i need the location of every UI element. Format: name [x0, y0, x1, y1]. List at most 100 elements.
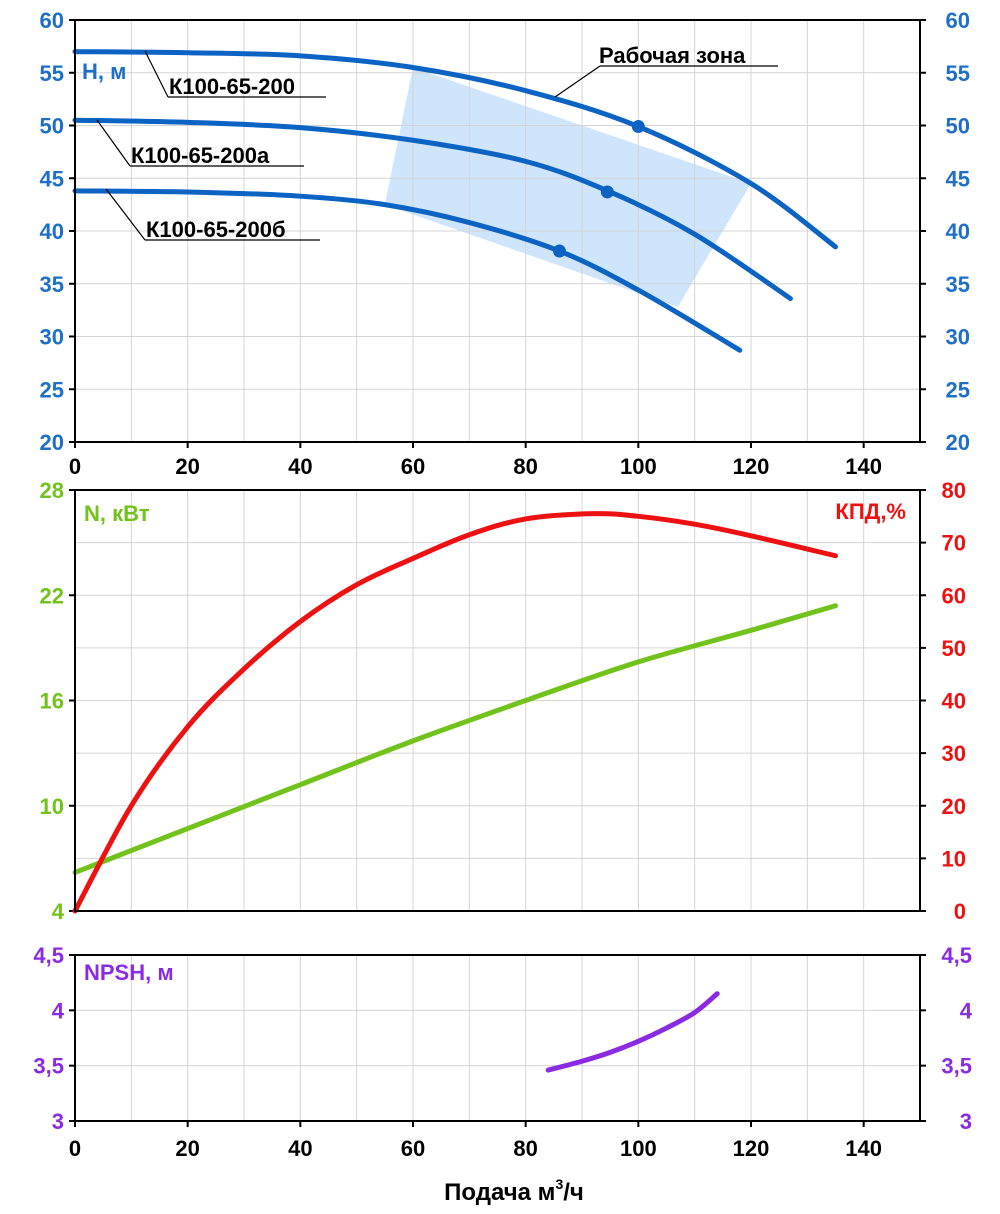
- y-tick-label: 60: [40, 8, 64, 33]
- y-tick-label: 20: [946, 430, 970, 455]
- x-tick-label: 80: [513, 454, 537, 479]
- y-tick-label: 60: [946, 8, 970, 33]
- y-tick-label: 3: [960, 1109, 972, 1134]
- y-tick-label: 50: [942, 636, 966, 661]
- head-left-tick-labels: 20 25 30 35 40 45 50 55 60: [40, 8, 64, 455]
- x-tick-label: 0: [69, 1136, 81, 1161]
- x-tick-label: 80: [513, 1136, 537, 1161]
- npsh-gridlines: [69, 954, 926, 1127]
- y-tick-label: 50: [40, 114, 64, 139]
- working-zone-annotation: Рабочая зона: [554, 43, 778, 98]
- y-tick-label: 4: [960, 998, 973, 1023]
- y-tick-label: 22: [40, 583, 64, 608]
- series-annotation-k100-65-200b: К100-65-200б: [105, 188, 320, 242]
- head-curve-line: [72, 117, 793, 302]
- efficiency-curve-line: [72, 511, 838, 914]
- y-tick-label: 45: [946, 166, 970, 191]
- head-curve-line: [72, 188, 743, 353]
- y-tick-label: 40: [40, 219, 64, 244]
- x-tick-label: 20: [175, 1136, 199, 1161]
- y-tick-label: 35: [40, 272, 64, 297]
- y-tick-label: 20: [40, 430, 64, 455]
- y-tick-label: 40: [946, 219, 970, 244]
- power-axis-label: N, кВт: [84, 501, 150, 526]
- power-curve-line: [72, 603, 838, 875]
- head-x-tick-labels: 0 20 40 60 80 100 120 140: [69, 454, 882, 479]
- power-efficiency-gridlines: [69, 489, 926, 912]
- power-tick-labels: 4 10 16 22 28: [40, 478, 65, 924]
- y-tick-label: 0: [954, 899, 966, 924]
- efficiency-axis-label: КПД,%: [835, 499, 906, 524]
- head-curve-markers: [552, 120, 645, 258]
- y-tick-label: 45: [40, 166, 64, 191]
- efficiency-tick-labels: 0 10 20 30 40 50 60 70 80: [942, 478, 966, 924]
- series-label-k100-65-200: К100-65-200: [169, 74, 295, 99]
- y-tick-label: 10: [942, 846, 966, 871]
- operating-point-marker: [631, 120, 645, 134]
- series-annotation-k100-65-200: К100-65-200: [144, 50, 326, 99]
- npsh-panel-frame: [74, 954, 921, 1122]
- y-tick-label: 30: [40, 325, 64, 350]
- x-tick-label: 40: [288, 454, 312, 479]
- head-panel-frame: [74, 19, 921, 443]
- y-tick-label: 28: [40, 478, 64, 503]
- x-tick-label: 140: [845, 454, 882, 479]
- power-efficiency-panel-frame: [74, 489, 921, 912]
- npsh-panel: 3 3,5 4 4,5 3 3,5 4 4,5 0 20 40 60 80 100 120 140 NPS…: [33, 943, 972, 1206]
- y-tick-label: 25: [40, 377, 64, 402]
- series-annotation-k100-65-200a: К100-65-200а: [96, 119, 304, 168]
- working-zone-area: [384, 67, 751, 307]
- x-tick-label: 100: [620, 454, 657, 479]
- y-tick-label: 80: [942, 478, 966, 503]
- working-zone-leader: [554, 65, 601, 98]
- series-label-k100-65-200a: К100-65-200а: [131, 143, 270, 168]
- head-curves: [72, 49, 838, 353]
- npsh-curves: [545, 991, 720, 1073]
- x-tick-label: 100: [620, 1136, 657, 1161]
- y-tick-label: 70: [942, 531, 966, 556]
- y-tick-label: 4: [52, 998, 65, 1023]
- x-tick-label: 60: [401, 1136, 425, 1161]
- npsh-right-tick-labels: 3 3,5 4 4,5: [941, 943, 972, 1134]
- y-tick-label: 55: [946, 61, 970, 86]
- head-curve-line: [72, 49, 838, 250]
- npsh-left-tick-labels: 3 3,5 4 4,5: [33, 943, 64, 1134]
- series-leader: [144, 50, 169, 98]
- series-leader: [105, 188, 146, 241]
- y-tick-label: 4,5: [941, 943, 972, 968]
- y-tick-label: 3: [52, 1109, 64, 1134]
- power-efficiency-curves: [72, 511, 838, 914]
- x-tick-label: 0: [69, 454, 81, 479]
- npsh-x-tick-labels: 0 20 40 60 80 100 120 140: [69, 1136, 882, 1161]
- y-tick-label: 4: [52, 899, 65, 924]
- power-efficiency-panel: 4 10 16 22 28 0 10 20 30 40 50 60 70 80 N, кВт КПД,%: [40, 478, 966, 924]
- y-tick-label: 3,5: [941, 1054, 972, 1079]
- y-tick-label: 10: [40, 794, 64, 819]
- y-tick-label: 35: [946, 272, 970, 297]
- y-tick-label: 25: [946, 377, 970, 402]
- series-leader: [96, 119, 131, 167]
- y-tick-label: 4,5: [33, 943, 64, 968]
- y-tick-label: 3,5: [33, 1054, 64, 1079]
- y-tick-label: 55: [40, 61, 64, 86]
- operating-point-marker: [552, 244, 566, 258]
- series-label-k100-65-200b: К100-65-200б: [146, 217, 286, 242]
- y-tick-label: 50: [946, 114, 970, 139]
- operating-point-marker: [600, 185, 614, 199]
- y-tick-label: 30: [942, 741, 966, 766]
- y-tick-label: 60: [942, 583, 966, 608]
- working-zone-label: Рабочая зона: [599, 43, 746, 68]
- y-tick-label: 16: [40, 689, 64, 714]
- x-tick-label: 120: [733, 454, 770, 479]
- x-tick-label: 60: [401, 454, 425, 479]
- x-tick-label: 20: [175, 454, 199, 479]
- y-tick-label: 20: [942, 794, 966, 819]
- y-tick-label: 30: [946, 325, 970, 350]
- x-tick-label: 120: [733, 1136, 770, 1161]
- head-axis-label: H, м: [82, 59, 126, 84]
- npsh-axis-label: NPSH, м: [84, 960, 174, 985]
- head-right-tick-labels: 20 25 30 35 40 45 50 55 60: [946, 8, 970, 455]
- x-tick-label: 140: [845, 1136, 882, 1161]
